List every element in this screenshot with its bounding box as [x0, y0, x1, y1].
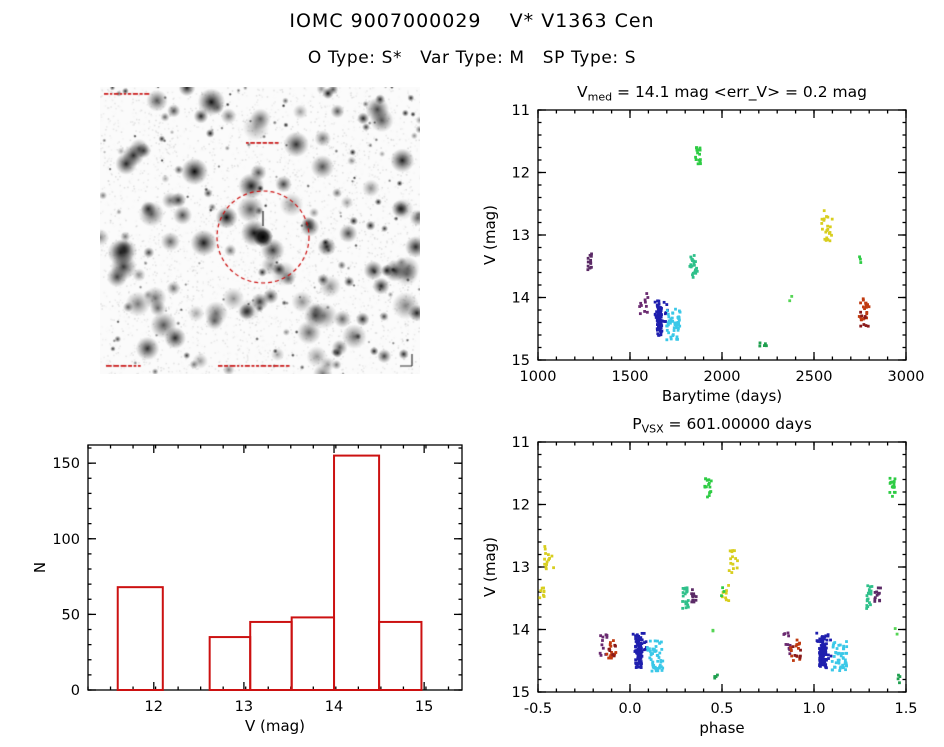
lightcurve-ylabel: V (mag)	[481, 205, 499, 265]
svg-text:14: 14	[512, 623, 530, 639]
phase-plot: -0.5 0.0 0.5 1.0 1.5 11 12 13 14 15 phase V (mag) PV…	[481, 415, 918, 737]
lightcurve-tick-labels: 1000 1500 2000 2500 3000 11 12 13 14 15	[512, 103, 925, 385]
svg-text:1.0: 1.0	[802, 701, 825, 717]
svg-text:2000: 2000	[704, 369, 741, 385]
histogram-axes	[87, 444, 472, 691]
svg-text:0.5: 0.5	[710, 701, 733, 717]
svg-text:100: 100	[52, 532, 80, 548]
svg-text:13: 13	[512, 560, 530, 576]
svg-text:14: 14	[512, 291, 530, 307]
lightcurve-axes	[537, 109, 907, 361]
svg-text:11: 11	[512, 103, 530, 119]
svg-text:15: 15	[415, 699, 433, 715]
lightcurve-xlabel: Barytime (days)	[662, 387, 782, 405]
phase-points	[538, 476, 902, 685]
svg-text:12: 12	[512, 166, 530, 182]
svg-text:14: 14	[325, 699, 343, 715]
svg-text:13: 13	[235, 699, 253, 715]
svg-text:0: 0	[71, 683, 80, 699]
svg-text:2500: 2500	[796, 369, 833, 385]
svg-text:150: 150	[52, 456, 80, 472]
phase-ylabel: V (mag)	[481, 537, 499, 597]
lightcurve-plot: 1000 1500 2000 2500 3000 11 12 13 14 15 Barytime (…	[481, 83, 925, 405]
svg-text:0.0: 0.0	[618, 701, 641, 717]
phase-axes	[537, 441, 907, 693]
svg-text:3000: 3000	[888, 369, 925, 385]
magnitude-histogram-chart: 12 13 14 15 0 50 100 150 V (mag) N	[20, 418, 472, 747]
svg-text:15: 15	[512, 685, 530, 701]
lightcurve-chart: 1000 1500 2000 2500 3000 11 12 13 14 15 Barytime (…	[470, 83, 944, 415]
phase-folded-chart: -0.5 0.0 0.5 1.0 1.5 11 12 13 14 15 phase V (mag) PV…	[470, 415, 944, 747]
finding-chart-image	[100, 87, 420, 374]
histogram-ylabel: N	[31, 562, 49, 573]
svg-text:15: 15	[512, 353, 530, 369]
svg-text:1.5: 1.5	[894, 701, 917, 717]
svg-text:1000: 1000	[520, 369, 557, 385]
svg-text:-0.5: -0.5	[524, 701, 552, 717]
histogram-bars	[116, 454, 423, 691]
svg-text:1500: 1500	[612, 369, 649, 385]
phase-xlabel: phase	[699, 719, 744, 737]
lightcurve-points	[586, 146, 871, 348]
svg-text:13: 13	[512, 228, 530, 244]
lightcurve-title: Vmed = 14.1 mag <err_V> = 0.2 mag	[577, 83, 867, 104]
phase-tick-labels: -0.5 0.0 0.5 1.0 1.5 11 12 13 14 15	[512, 435, 918, 717]
phase-title: PVSX = 601.00000 days	[632, 415, 812, 436]
svg-text:50: 50	[62, 607, 80, 623]
page-subtitle: O Type: S* Var Type: M SP Type: S	[307, 48, 637, 68]
svg-text:12: 12	[512, 498, 530, 514]
svg-text:11: 11	[512, 435, 530, 451]
svg-text:12: 12	[145, 699, 163, 715]
histogram-xlabel: V (mag)	[245, 717, 305, 735]
page-title: IOMC 9007000029 V* V1363 Cen	[289, 10, 655, 32]
finding-chart	[100, 87, 420, 374]
